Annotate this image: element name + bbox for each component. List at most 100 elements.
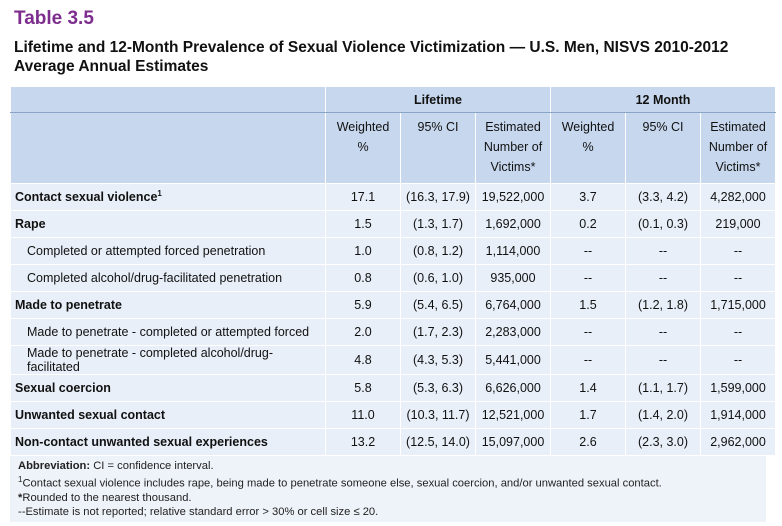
- cell: 1,692,000: [475, 210, 551, 238]
- table-row: Completed or attempted forced penetratio…: [10, 237, 776, 265]
- cell: (2.3, 3.0): [625, 428, 701, 456]
- row-label: Made to penetrate - completed alcohol/dr…: [10, 345, 326, 375]
- table-row: Rape 1.5 (1.3, 1.7) 1,692,000 0.2 (0.1, 0.3) 2…: [10, 210, 776, 238]
- cell: 5.9: [325, 291, 401, 319]
- cell: 1.4: [550, 374, 626, 402]
- cell: 1.5: [550, 291, 626, 319]
- cell: 2.6: [550, 428, 626, 456]
- cell: 1,914,000: [700, 401, 776, 429]
- cell: 15,097,000: [475, 428, 551, 456]
- column-header: Estimated Number of Victims*: [475, 112, 551, 184]
- cell: 1.7: [550, 401, 626, 429]
- footnote: Abbreviation: CI = confidence interval.: [18, 459, 758, 473]
- row-label-text: Completed or attempted forced penetratio…: [27, 244, 266, 258]
- column-header: 95% CI: [400, 112, 476, 184]
- table-title: Lifetime and 12-Month Prevalence of Sexu…: [14, 39, 729, 75]
- cell: 2,962,000: [700, 428, 776, 456]
- row-label-text: Completed alcohol/drug-facilitated penet…: [27, 271, 283, 285]
- cell: (5.3, 6.3): [400, 374, 476, 402]
- row-label: Made to penetrate: [10, 291, 326, 319]
- corner: [10, 112, 326, 184]
- column-group-header: 12 Month: [550, 86, 776, 113]
- row-label-text: Made to penetrate - completed or attempt…: [27, 325, 310, 339]
- row-label-text: Sexual coercion: [15, 381, 111, 395]
- column-header: 95% CI: [625, 112, 701, 184]
- row-label-text: Contact sexual violence: [15, 190, 158, 205]
- cell: --: [625, 237, 701, 265]
- cell: 935,000: [475, 264, 551, 292]
- footnote-text: Contact sexual violence includes rape, b…: [22, 477, 662, 490]
- table-row: Made to penetrate 5.9 (5.4, 6.5) 6,764,000 1…: [10, 291, 776, 319]
- cell: 19,522,000: [475, 183, 551, 211]
- cell: 219,000: [700, 210, 776, 238]
- table-row: Contact sexual violence1 17.1 (16.3, 17.9)…: [10, 183, 776, 211]
- column-header: Weighted %: [550, 112, 626, 184]
- cell: (1.2, 1.8): [625, 291, 701, 319]
- cell: 1.0: [325, 237, 401, 265]
- cell: (12.5, 14.0): [400, 428, 476, 456]
- table-row: Sexual coercion 5.8 (5.3, 6.3) 6,626,000 1.4…: [10, 374, 776, 402]
- cell: (4.3, 5.3): [400, 345, 476, 375]
- table-row: Made to penetrate - completed or attempt…: [10, 318, 776, 346]
- cell: 0.8: [325, 264, 401, 292]
- footnote: --Estimate is not reported; relative sta…: [18, 505, 758, 519]
- cell: 1,599,000: [700, 374, 776, 402]
- footnote: *Rounded to the nearest thousand.: [18, 491, 758, 505]
- cell: 5.8: [325, 374, 401, 402]
- cell: --: [700, 318, 776, 346]
- cell: 1,114,000: [475, 237, 551, 265]
- cell: 11.0: [325, 401, 401, 429]
- footnote-text: Rounded to the nearest thousand.: [22, 491, 192, 504]
- footnote-marker: *: [18, 491, 23, 504]
- cell: --: [625, 264, 701, 292]
- cell: 12,521,000: [475, 401, 551, 429]
- cell: (10.3, 11.7): [400, 401, 476, 429]
- cell: --: [700, 237, 776, 265]
- cell: 1.5: [325, 210, 401, 238]
- row-label: Rape: [10, 210, 326, 238]
- footnotes: Abbreviation: CI = confidence interval. 1…: [10, 456, 766, 522]
- row-label: Sexual coercion: [10, 374, 326, 402]
- row-label-text: Unwanted sexual contact: [15, 408, 166, 422]
- footnote-text: --Estimate is not reported; relative sta…: [18, 505, 379, 518]
- footnote-marker: 1: [157, 189, 162, 199]
- cell: (0.8, 1.2): [400, 237, 476, 265]
- cell: (1.7, 2.3): [400, 318, 476, 346]
- row-label-text: Made to penetrate: [15, 298, 122, 312]
- cell: 4.8: [325, 345, 401, 375]
- cell: (5.4, 6.5): [400, 291, 476, 319]
- cell: 17.1: [325, 183, 401, 211]
- cell: --: [625, 318, 701, 346]
- footnote-marker: 1: [18, 475, 23, 484]
- data-table: Lifetime 12 Month Weighted % 95% CI Estimat…: [10, 86, 776, 456]
- table-row: Completed alcohol/drug-facilitated penet…: [10, 264, 776, 292]
- row-label: Unwanted sexual contact: [10, 401, 326, 429]
- cell: 13.2: [325, 428, 401, 456]
- column-group-header: Lifetime: [325, 86, 551, 113]
- row-label: Contact sexual violence1: [10, 183, 326, 211]
- row-label-text: Made to penetrate - completed alcohol/dr…: [27, 346, 273, 374]
- table-row: Made to penetrate - completed alcohol/dr…: [10, 345, 776, 375]
- table-row: Unwanted sexual contact 11.0 (10.3, 11.7) 1…: [10, 401, 776, 429]
- cell: --: [700, 264, 776, 292]
- corner: [10, 86, 326, 113]
- row-label: Non-contact unwanted sexual experiences: [10, 428, 326, 456]
- cell: (1.1, 1.7): [625, 374, 701, 402]
- row-label: Completed or attempted forced penetratio…: [10, 237, 326, 265]
- cell: 4,282,000: [700, 183, 776, 211]
- cell: 1,715,000: [700, 291, 776, 319]
- footnote-label: Abbreviation:: [18, 460, 91, 472]
- cell: (16.3, 17.9): [400, 183, 476, 211]
- footnote: 1Contact sexual violence includes rape, …: [18, 473, 758, 491]
- row-label: Made to penetrate - completed or attempt…: [10, 318, 326, 346]
- table-row: Non-contact unwanted sexual experiences 1…: [10, 428, 776, 456]
- cell: 2,283,000: [475, 318, 551, 346]
- column-header: Estimated Number of Victims*: [700, 112, 776, 184]
- row-label: Completed alcohol/drug-facilitated penet…: [10, 264, 326, 292]
- cell: 2.0: [325, 318, 401, 346]
- cell: (0.1, 0.3): [625, 210, 701, 238]
- cell: 6,626,000: [475, 374, 551, 402]
- cell: --: [700, 345, 776, 375]
- cell: --: [550, 237, 626, 265]
